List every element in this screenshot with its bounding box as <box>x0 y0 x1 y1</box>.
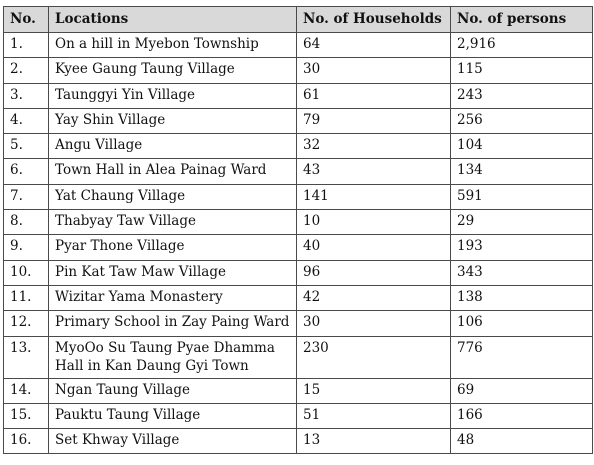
table-row: 6. Town Hall in Alea Painag Ward 43 134 <box>3 158 593 185</box>
cell-location: Kyee Gaung Taung Village <box>48 57 297 84</box>
cell-no: 2. <box>3 57 49 84</box>
table-row: 2. Kyee Gaung Taung Village 30 115 <box>3 57 593 84</box>
cell-persons: 138 <box>450 284 593 312</box>
households-table: No. Locations No. of Households No. of p… <box>3 6 593 455</box>
cell-location: Pin Kat Taw Maw Village <box>48 259 297 286</box>
table-row: 11. Wizitar Yama Monastery 42 138 <box>3 284 593 312</box>
cell-persons: 48 <box>450 428 593 455</box>
cell-households: 42 <box>296 284 451 312</box>
table-row: 10. Pin Kat Taw Maw Village 96 343 <box>3 259 593 286</box>
cell-households: 79 <box>296 107 451 135</box>
header-row: No. Locations No. of Households No. of p… <box>3 6 593 33</box>
cell-no: 16. <box>3 428 49 455</box>
cell-persons: 243 <box>450 82 593 109</box>
cell-households: 32 <box>296 133 451 160</box>
header-no: No. <box>3 6 49 33</box>
cell-households: 30 <box>296 310 451 337</box>
cell-households: 96 <box>296 259 451 286</box>
cell-households: 40 <box>296 234 451 261</box>
cell-no: 14. <box>3 377 49 404</box>
cell-location: Primary School in Zay Paing Ward <box>48 310 297 337</box>
table-row: 8. Thabyay Taw Village 10 29 <box>3 209 593 236</box>
header-households: No. of Households <box>296 6 451 33</box>
cell-no: 13. <box>3 335 49 379</box>
cell-persons: 193 <box>450 234 593 261</box>
cell-location: MyoOo Su Taung Pyae Dhamma Hall in Kan D… <box>48 335 297 379</box>
cell-households: 64 <box>296 31 451 59</box>
cell-households: 43 <box>296 158 451 185</box>
table-row: 1. On a hill in Myebon Township 64 2,916 <box>3 31 593 59</box>
table-body: 1. On a hill in Myebon Township 64 2,916 2. K… <box>3 31 593 455</box>
table-row: 4. Yay Shin Village 79 256 <box>3 107 593 135</box>
cell-no: 5. <box>3 133 49 160</box>
cell-no: 6. <box>3 158 49 185</box>
cell-persons: 2,916 <box>450 31 593 59</box>
cell-location: Wizitar Yama Monastery <box>48 284 297 312</box>
cell-no: 11. <box>3 284 49 312</box>
cell-households: 10 <box>296 209 451 236</box>
cell-location: Set Khway Village <box>48 428 297 455</box>
header-persons: No. of persons <box>450 6 593 33</box>
cell-location: Thabyay Taw Village <box>48 209 297 236</box>
table-row: 16. Set Khway Village 13 48 <box>3 428 593 455</box>
table-row: 14. Ngan Taung Village 15 69 <box>3 377 593 404</box>
cell-households: 230 <box>296 335 451 379</box>
cell-location: Pyar Thone Village <box>48 234 297 261</box>
cell-no: 9. <box>3 234 49 261</box>
header-locations: Locations <box>48 6 297 33</box>
cell-persons: 166 <box>450 402 593 430</box>
cell-persons: 106 <box>450 310 593 337</box>
cell-location: Angu Village <box>48 133 297 160</box>
cell-persons: 134 <box>450 158 593 185</box>
cell-persons: 776 <box>450 335 593 379</box>
cell-location: Yat Chaung Village <box>48 183 297 211</box>
cell-persons: 256 <box>450 107 593 135</box>
cell-persons: 343 <box>450 259 593 286</box>
table-row: 15. Pauktu Taung Village 51 166 <box>3 402 593 430</box>
cell-persons: 115 <box>450 57 593 84</box>
cell-no: 3. <box>3 82 49 109</box>
table-row: 12. Primary School in Zay Paing Ward 30 106 <box>3 310 593 337</box>
table-row: 7. Yat Chaung Village 141 591 <box>3 183 593 211</box>
cell-no: 8. <box>3 209 49 236</box>
cell-persons: 69 <box>450 377 593 404</box>
table-row: 9. Pyar Thone Village 40 193 <box>3 234 593 261</box>
cell-households: 61 <box>296 82 451 109</box>
cell-households: 141 <box>296 183 451 211</box>
cell-location: Town Hall in Alea Painag Ward <box>48 158 297 185</box>
cell-no: 1. <box>3 31 49 59</box>
cell-persons: 104 <box>450 133 593 160</box>
cell-location: Pauktu Taung Village <box>48 402 297 430</box>
table-row: 5. Angu Village 32 104 <box>3 133 593 160</box>
cell-households: 13 <box>296 428 451 455</box>
cell-persons: 29 <box>450 209 593 236</box>
cell-location: Yay Shin Village <box>48 107 297 135</box>
cell-location: On a hill in Myebon Township <box>48 31 297 59</box>
table-row: 13. MyoOo Su Taung Pyae Dhamma Hall in Ka… <box>3 335 593 379</box>
cell-no: 10. <box>3 259 49 286</box>
cell-location: Ngan Taung Village <box>48 377 297 404</box>
cell-no: 7. <box>3 183 49 211</box>
cell-location: Taunggyi Yin Village <box>48 82 297 109</box>
cell-persons: 591 <box>450 183 593 211</box>
cell-no: 15. <box>3 402 49 430</box>
cell-households: 51 <box>296 402 451 430</box>
cell-households: 30 <box>296 57 451 84</box>
cell-no: 4. <box>3 107 49 135</box>
cell-no: 12. <box>3 310 49 337</box>
cell-households: 15 <box>296 377 451 404</box>
table-row: 3. Taunggyi Yin Village 61 243 <box>3 82 593 109</box>
